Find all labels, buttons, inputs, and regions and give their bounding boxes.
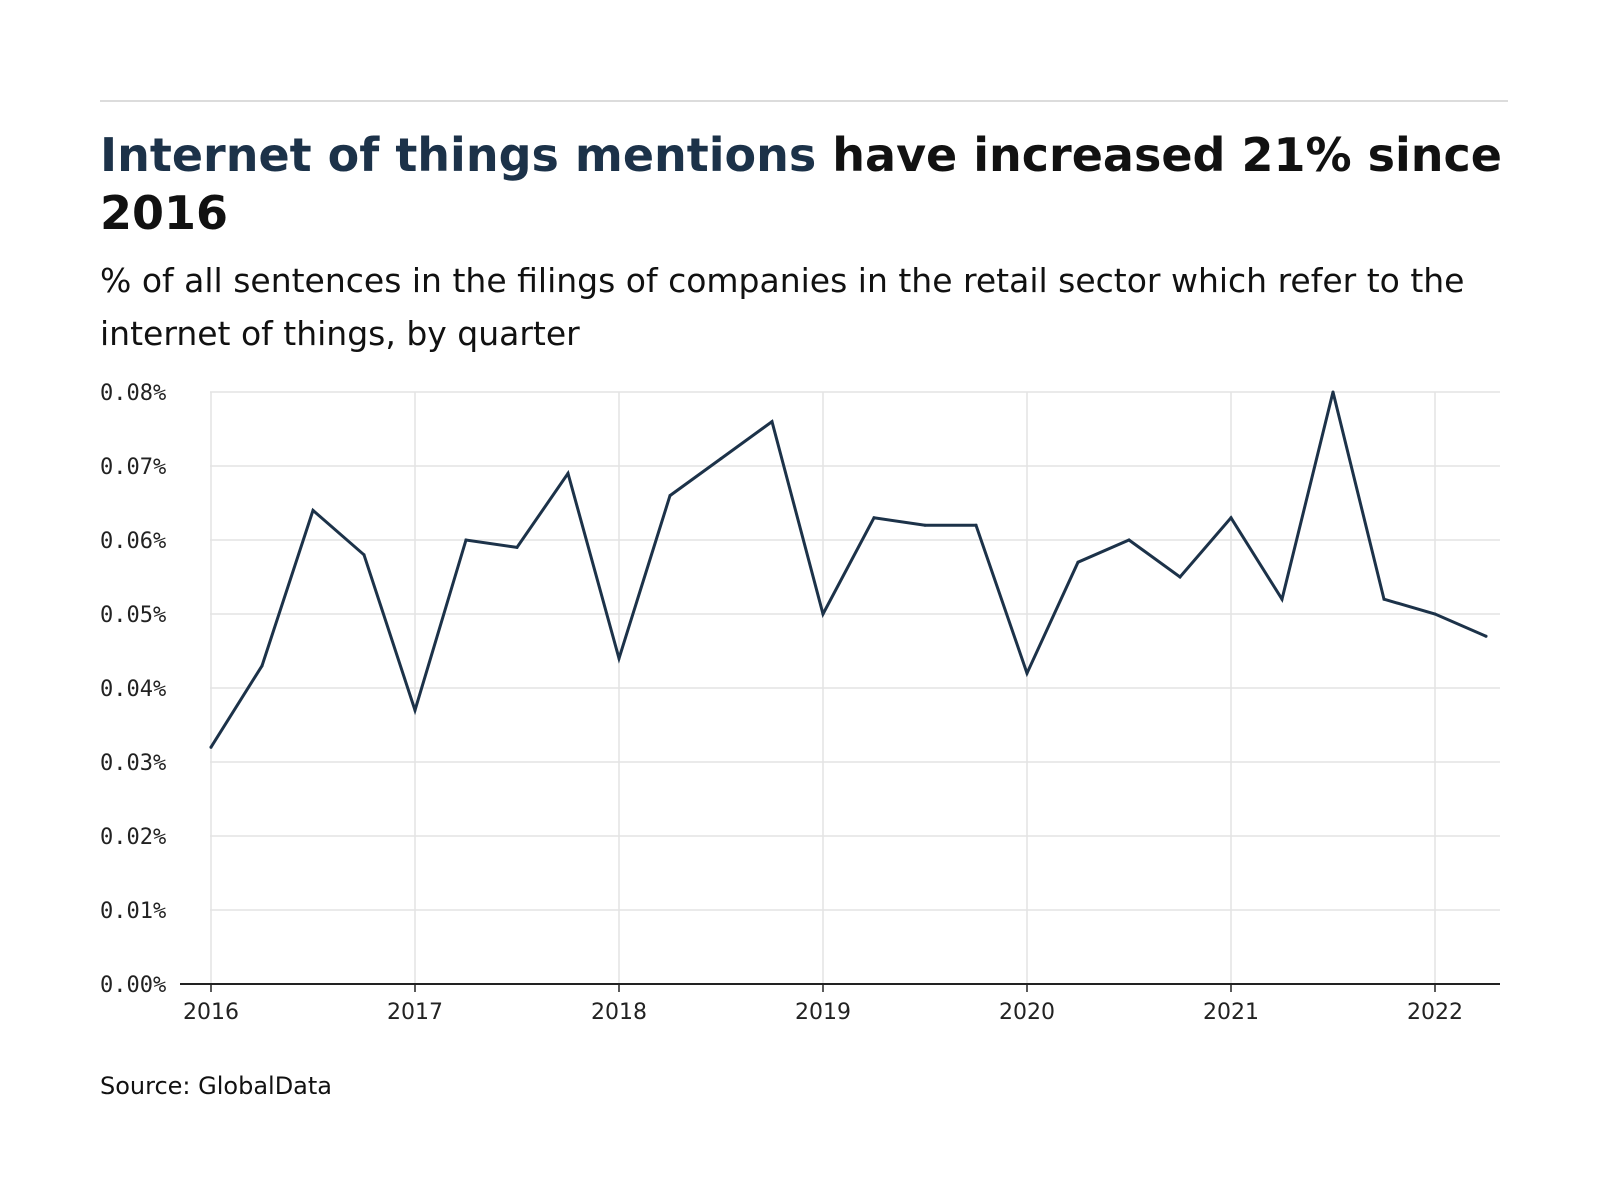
chart-subtitle: % of all sentences in the filings of com… xyxy=(100,261,1465,353)
data-point xyxy=(770,420,774,424)
data-point xyxy=(1382,597,1386,601)
top-rule xyxy=(100,100,1508,102)
y-tick-label: 0.08% xyxy=(100,381,166,406)
data-point xyxy=(260,664,264,668)
data-point xyxy=(1127,538,1131,542)
data-point xyxy=(515,545,519,549)
y-tick-label: 0.00% xyxy=(100,973,166,998)
x-tick-label: 2016 xyxy=(183,1000,239,1025)
data-point xyxy=(1331,390,1335,394)
axes: 0.00% 0.01% 0.02% 0.03% 0.04% 0.05% 0.06% 0.07%… xyxy=(100,381,1500,1025)
gridlines xyxy=(210,391,1500,984)
data-point xyxy=(1178,575,1182,579)
x-tick-label: 2017 xyxy=(387,1000,443,1025)
y-tick-label: 0.06% xyxy=(100,529,166,554)
data-point xyxy=(974,523,978,527)
data-point xyxy=(1025,671,1029,675)
headline-accent: Internet of things mentions xyxy=(100,128,817,182)
y-tick-label: 0.02% xyxy=(100,825,166,850)
x-tick-label: 2019 xyxy=(795,1000,851,1025)
y-tick-label: 0.01% xyxy=(100,899,166,924)
x-tick-label: 2020 xyxy=(999,1000,1055,1025)
source-note: Source: GlobalData xyxy=(100,1072,333,1100)
data-point xyxy=(566,471,570,475)
y-tick-label: 0.07% xyxy=(100,455,166,480)
x-tick-label: 2022 xyxy=(1407,1000,1463,1025)
data-point xyxy=(668,494,672,498)
data-point xyxy=(1484,634,1488,638)
chart-headline: Internet of things mentions have increas… xyxy=(100,126,1520,242)
data-point xyxy=(821,612,825,616)
data-point xyxy=(464,538,468,542)
series-layer xyxy=(209,390,1488,749)
data-point xyxy=(209,745,213,749)
data-point xyxy=(872,516,876,520)
data-point xyxy=(923,523,927,527)
data-point xyxy=(617,656,621,660)
data-point xyxy=(719,457,723,461)
data-point xyxy=(1076,560,1080,564)
series-line xyxy=(209,391,1488,749)
y-tick-label: 0.04% xyxy=(100,677,166,702)
x-tick-label: 2021 xyxy=(1203,1000,1259,1025)
data-point xyxy=(311,508,315,512)
y-tick-label: 0.05% xyxy=(100,603,166,628)
data-point xyxy=(1433,612,1437,616)
headline-rest: have increased 21% since 2016 xyxy=(100,128,1502,240)
data-point xyxy=(1229,516,1233,520)
data-point xyxy=(413,708,417,712)
data-point xyxy=(1280,597,1284,601)
data-point xyxy=(362,553,366,557)
x-tick-label: 2018 xyxy=(591,1000,647,1025)
y-tick-label: 0.03% xyxy=(100,751,166,776)
